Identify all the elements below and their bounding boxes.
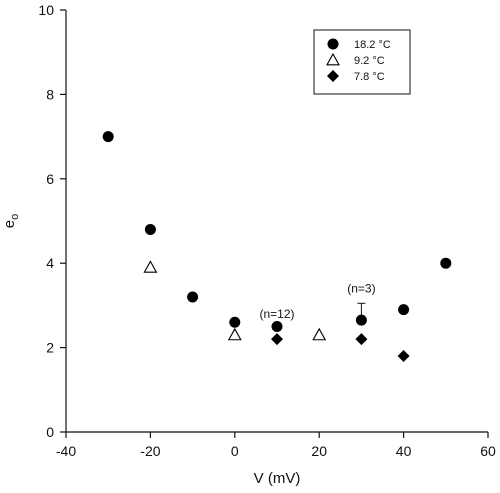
y-tick-label: 0 [46, 424, 54, 440]
x-tick-label: 40 [396, 443, 412, 459]
x-tick-label: 0 [231, 443, 239, 459]
annotation-label: (n=12) [259, 307, 294, 321]
annotations: (n=12) (n=3) [259, 282, 375, 321]
data-point-series-1 [144, 223, 156, 235]
data-point-series-2 [312, 327, 327, 341]
x-tick-label: -40 [56, 443, 76, 459]
legend-marker [327, 70, 339, 82]
data-point-series-1 [355, 314, 367, 326]
data-point-series-1 [187, 291, 199, 303]
legend: 18.2 °C 9.2 °C 7.8 °C [313, 29, 411, 95]
legend-label: 9.2 °C [354, 55, 385, 67]
x-tick-label: 20 [311, 443, 327, 459]
y-tick-label: 4 [46, 255, 54, 271]
data-point-series-1 [271, 321, 283, 332]
data-point-series-1 [229, 316, 241, 328]
data-point-series-1 [102, 131, 114, 143]
axes [65, 10, 488, 433]
ticks: -40 -20 0 20 40 60 0 2 4 6 8 10 [38, 2, 496, 459]
legend-marker [326, 52, 340, 66]
x-axis-label: V (mV) [254, 470, 301, 487]
y-tick-label: 10 [38, 2, 54, 18]
y-tick-label: 2 [46, 340, 54, 356]
legend-label: 18.2 °C [354, 39, 391, 51]
data-point-series-3 [397, 350, 410, 363]
legend-marker [327, 38, 339, 50]
y-tick-label: 8 [46, 86, 54, 102]
y-tick-label: 6 [46, 171, 54, 187]
data-marks [102, 131, 452, 363]
legend-label: 7.8 °C [354, 71, 385, 83]
y-axis-label-subscript: o [9, 214, 21, 220]
data-point-series-3 [271, 333, 283, 346]
data-point-series-2 [143, 260, 158, 273]
x-tick-label: 60 [480, 443, 496, 459]
data-point-series-1 [398, 304, 410, 316]
y-axis-label-main: e [1, 220, 18, 228]
annotation-label: (n=3) [347, 282, 375, 296]
x-tick-label: -20 [140, 443, 160, 459]
data-point-series-3 [355, 333, 368, 346]
data-point-series-1 [440, 257, 452, 269]
y-axis-label: eo [1, 214, 21, 228]
data-point-series-2 [227, 327, 242, 341]
